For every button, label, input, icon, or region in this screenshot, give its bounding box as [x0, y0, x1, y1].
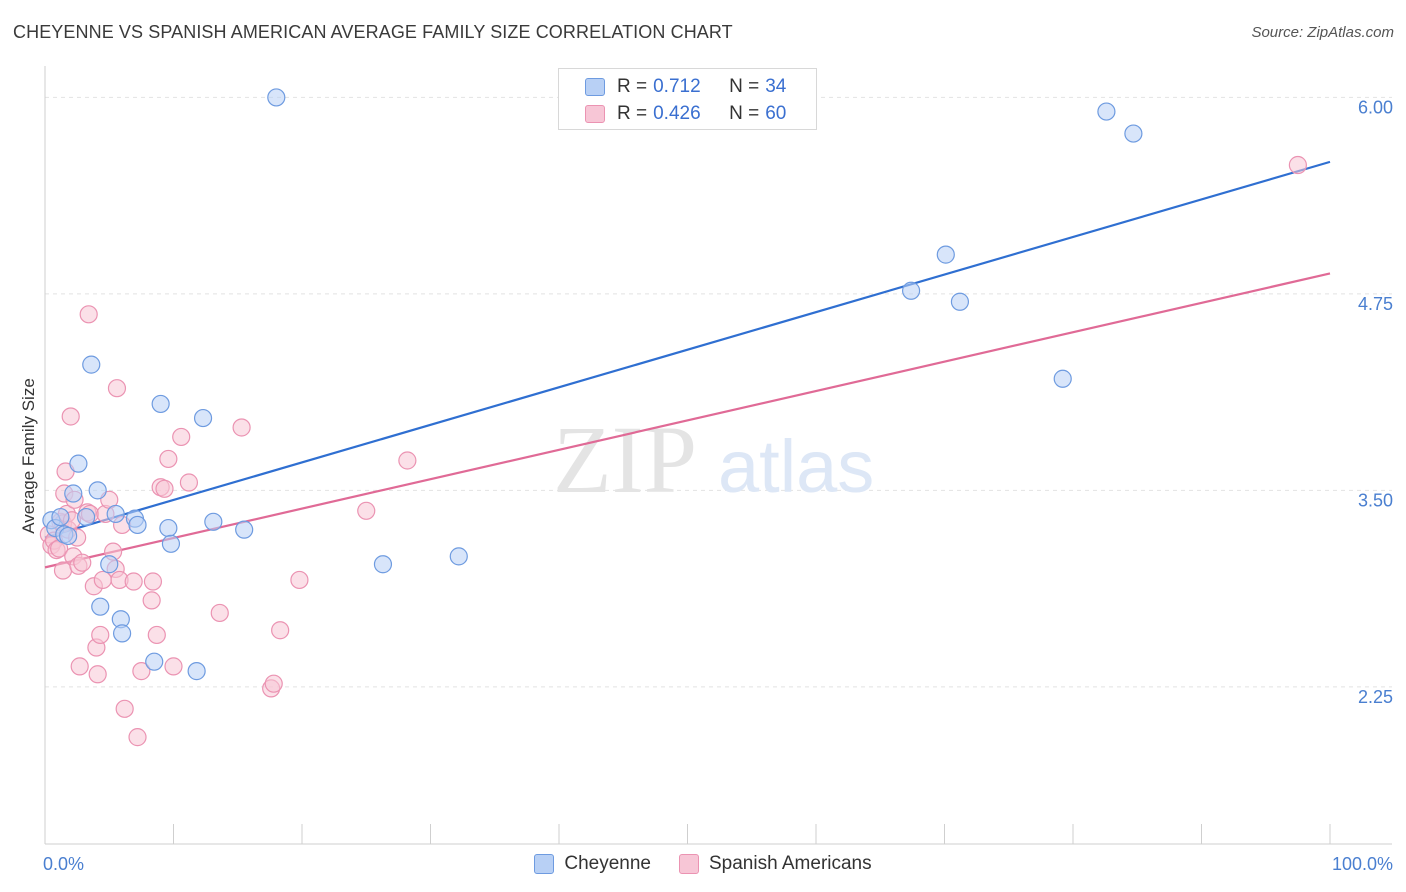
- legend: R = 0.712 N = 34 R = 0.426 N = 60: [558, 68, 817, 130]
- point-spanish: [159, 449, 178, 469]
- point-cheyenne: [373, 555, 393, 574]
- point-cheyenne: [1053, 369, 1072, 388]
- legend-r-value: 0.426: [653, 103, 701, 124]
- point-cheyenne: [100, 555, 119, 574]
- y-axis-label: Average Family Size: [19, 378, 38, 534]
- y-tick-label: 2.25: [1358, 687, 1393, 707]
- point-spanish: [155, 479, 174, 498]
- point-cheyenne: [91, 597, 110, 616]
- point-cheyenne: [69, 454, 88, 473]
- point-spanish: [290, 570, 309, 590]
- point-cheyenne: [128, 515, 147, 535]
- point-spanish: [107, 379, 127, 398]
- point-spanish: [61, 407, 80, 426]
- point-spanish: [124, 572, 143, 591]
- point-cheyenne: [151, 394, 170, 414]
- point-spanish: [132, 662, 151, 681]
- x-tick-label-start: 0.0%: [43, 854, 84, 874]
- series-swatch-cheyenne: [534, 854, 555, 874]
- point-cheyenne: [106, 504, 125, 524]
- point-spanish: [143, 572, 163, 591]
- point-spanish: [398, 451, 417, 470]
- data-points: [39, 88, 1307, 747]
- point-cheyenne: [59, 526, 78, 546]
- point-cheyenne: [51, 507, 70, 527]
- series-label-spanish: Spanish Americans: [708, 853, 872, 874]
- point-cheyenne: [88, 481, 107, 500]
- point-cheyenne: [936, 245, 955, 264]
- legend-r-value: 0.712: [653, 76, 701, 97]
- y-tick-labels: 2.25 3.50 4.75 6.00: [1358, 97, 1393, 706]
- point-spanish: [115, 699, 134, 718]
- legend-row-cheyenne: R = 0.712 N = 34: [585, 75, 786, 99]
- point-cheyenne: [187, 662, 206, 681]
- watermark-atlas: atlas: [718, 425, 874, 508]
- y-tick-label: 6.00: [1358, 97, 1393, 117]
- point-spanish: [142, 591, 161, 610]
- point-spanish: [232, 418, 251, 437]
- series-label-cheyenne: Cheyenne: [564, 853, 651, 874]
- point-cheyenne: [145, 652, 164, 671]
- point-spanish: [1288, 155, 1307, 175]
- point-cheyenne: [235, 520, 254, 539]
- point-cheyenne: [159, 518, 178, 538]
- legend-n-value: 34: [765, 76, 787, 97]
- point-spanish: [79, 305, 98, 324]
- legend-r-label: R =: [617, 76, 648, 97]
- source-label: Source: ZipAtlas.com: [1251, 24, 1394, 41]
- series-swatch-spanish: [678, 854, 699, 874]
- gridlines: [45, 96, 1392, 688]
- point-cheyenne: [267, 88, 286, 107]
- watermark: ZIP atlas: [553, 406, 874, 513]
- point-spanish: [210, 603, 229, 623]
- watermark-zip: ZIP: [553, 406, 697, 513]
- y-tick-label: 3.50: [1358, 490, 1393, 510]
- axes: [44, 66, 1392, 845]
- point-cheyenne: [1124, 124, 1143, 143]
- point-cheyenne: [449, 547, 468, 566]
- point-spanish: [179, 473, 199, 492]
- legend-n-value: 60: [765, 103, 787, 124]
- point-cheyenne: [82, 355, 101, 374]
- x-tick-labels: 0.0% 100.0%: [43, 854, 1393, 874]
- y-tick-label: 4.75: [1358, 294, 1393, 314]
- series-legend: Cheyenne Spanish Americans: [0, 851, 1406, 877]
- point-spanish: [172, 427, 191, 447]
- series-legend-cheyenne: Cheyenne: [534, 853, 651, 875]
- point-spanish: [91, 625, 110, 645]
- series-legend-spanish: Spanish Americans: [678, 853, 872, 875]
- chart-title: CHEYENNE VS SPANISH AMERICAN AVERAGE FAM…: [13, 22, 733, 42]
- point-cheyenne: [950, 292, 970, 311]
- point-cheyenne: [204, 512, 223, 531]
- point-spanish: [128, 728, 147, 747]
- point-spanish: [271, 621, 290, 640]
- point-cheyenne: [64, 484, 83, 503]
- point-cheyenne: [193, 408, 213, 428]
- point-spanish: [88, 665, 107, 684]
- legend-swatch-spanish: [585, 105, 605, 123]
- point-spanish: [147, 625, 166, 645]
- legend-n-label: N =: [729, 76, 760, 97]
- point-cheyenne: [901, 281, 921, 300]
- point-spanish: [70, 657, 89, 676]
- point-spanish: [264, 674, 283, 693]
- point-spanish: [357, 501, 376, 520]
- point-cheyenne: [77, 507, 96, 527]
- point-spanish: [164, 657, 183, 676]
- trend-line-spanish: [44, 272, 1331, 569]
- trend-lines: [44, 160, 1331, 569]
- point-cheyenne: [161, 534, 181, 553]
- legend-row-spanish: R = 0.426 N = 60: [585, 102, 786, 126]
- x-tick-label-end: 100.0%: [1332, 854, 1393, 874]
- legend-swatch-cheyenne: [585, 78, 605, 96]
- point-cheyenne: [1097, 102, 1116, 121]
- trend-line-cheyenne: [44, 160, 1331, 539]
- legend-r-label: R =: [617, 103, 648, 124]
- point-cheyenne: [112, 624, 132, 643]
- point-spanish: [73, 553, 92, 572]
- legend-n-label: N =: [729, 103, 760, 124]
- point-spanish: [53, 561, 73, 580]
